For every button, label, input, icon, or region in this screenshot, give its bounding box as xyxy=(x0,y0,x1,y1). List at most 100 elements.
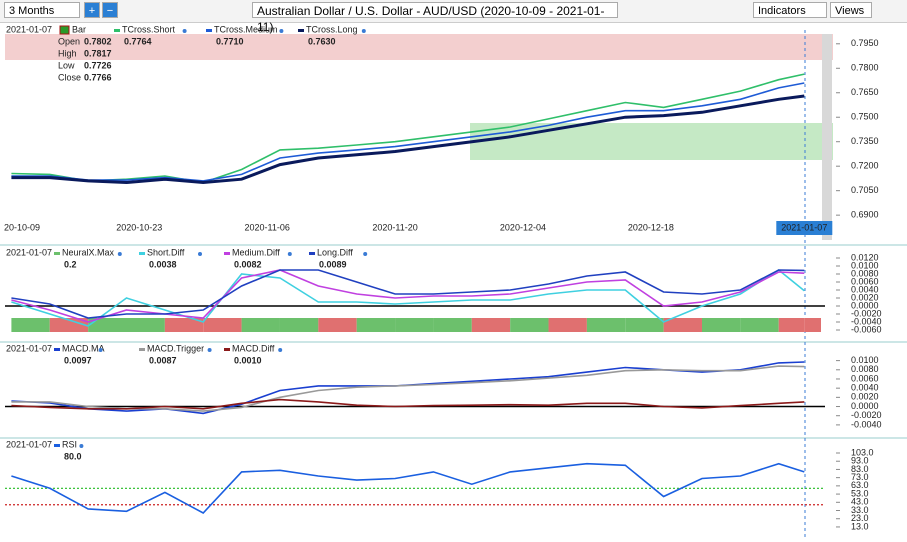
legend-swatch xyxy=(54,444,60,447)
signal-segment xyxy=(318,318,357,332)
signal-segment xyxy=(510,318,549,332)
y-tick-label: 0.0100 xyxy=(851,355,879,365)
y-tick-label: 43.0 xyxy=(851,497,869,507)
y-tick-label: 0.7650 xyxy=(851,87,879,97)
y-tick-label: -0.0020 xyxy=(851,410,882,420)
x-tick-label: 2020-10-23 xyxy=(116,222,162,232)
y-tick-label: 0.0060 xyxy=(851,373,879,383)
legend-settings xyxy=(287,252,292,256)
signal-segment xyxy=(279,318,319,332)
chart-title: Australian Dollar / U.S. Dollar - AUD/US… xyxy=(252,2,618,34)
legend-settings xyxy=(207,348,212,352)
y-tick-label: 53.0 xyxy=(851,488,869,498)
y-tick-label: 83.0 xyxy=(851,464,869,474)
y-tick-label: 0.0040 xyxy=(851,383,879,393)
signal-segment xyxy=(548,318,587,332)
toolbar: 3 Months + − Australian Dollar / U.S. Do… xyxy=(0,0,907,34)
legend-value: 0.7710 xyxy=(216,36,244,46)
legend-label: Short.Diff xyxy=(147,247,185,257)
y-tick-label: 0.7050 xyxy=(851,185,879,195)
signal-segment xyxy=(88,318,127,332)
legend-swatch xyxy=(139,252,145,255)
legend-value: 80.0 xyxy=(64,451,82,461)
y-tick-label: 0.7800 xyxy=(851,63,879,73)
legend-label: Bar xyxy=(72,24,86,34)
legend-value: 0.7764 xyxy=(124,36,152,46)
legend-settings xyxy=(182,29,187,33)
y-tick-label: 103.0 xyxy=(851,447,874,457)
ohlc-label: Open xyxy=(58,36,80,46)
ohlc-value: 0.7802 xyxy=(84,36,112,46)
series-line xyxy=(11,82,805,182)
legend-label: RSI xyxy=(62,439,77,449)
panel-date: 2021-01-07 xyxy=(6,439,52,449)
legend-label: MACD.MA xyxy=(62,343,105,353)
views-dropdown[interactable]: Views xyxy=(830,2,872,18)
legend-settings xyxy=(278,348,283,352)
support-zone xyxy=(470,123,833,160)
x-tick-label: 20-10-09 xyxy=(4,222,40,232)
signal-segment xyxy=(241,318,280,332)
signal-segment xyxy=(625,318,664,332)
legend-swatch xyxy=(54,348,60,351)
zoom-in-button[interactable]: + xyxy=(84,2,100,18)
legend-label: MACD.Trigger xyxy=(147,343,204,353)
legend-label: TCross.Long xyxy=(306,24,358,34)
y-tick-label: -0.0040 xyxy=(851,316,882,326)
legend-swatch xyxy=(139,348,145,351)
legend-value: 0.0010 xyxy=(234,355,262,365)
resistance-zone xyxy=(5,34,833,60)
signal-segment xyxy=(778,318,805,332)
ohlc-value: 0.7726 xyxy=(84,60,112,70)
legend-value: 0.0082 xyxy=(234,259,262,269)
signal-segment xyxy=(395,318,434,332)
legend-settings xyxy=(117,252,122,256)
chart-area: 0.7950 0.7800 0.7650 0.7500 0.7350 0.7200 0.70… xyxy=(0,24,907,540)
y-tick-label: 63.0 xyxy=(851,480,869,490)
series-line xyxy=(11,269,805,319)
signal-segment xyxy=(203,318,242,332)
series-line xyxy=(11,398,805,410)
y-tick-label: 0.0000 xyxy=(851,300,879,310)
x-tick-highlight xyxy=(776,221,833,235)
legend-swatch xyxy=(309,252,315,255)
y-tick-label: 0.7500 xyxy=(851,112,879,122)
legend-swatch xyxy=(224,348,230,351)
x-tick-label: 2020-11-06 xyxy=(244,222,289,232)
zoom-out-button[interactable]: − xyxy=(102,2,118,18)
legend-value: 0.2 xyxy=(64,259,77,269)
legend-swatch xyxy=(54,252,60,255)
y-tick-label: -0.0020 xyxy=(851,308,882,318)
ohlc-label: High xyxy=(58,48,77,58)
ohlc-value: 0.7766 xyxy=(84,72,112,82)
signal-segment xyxy=(804,318,821,332)
legend-value: 0.7630 xyxy=(308,36,336,46)
series-line xyxy=(11,269,805,327)
y-tick-label: 23.0 xyxy=(851,513,869,523)
series-line xyxy=(11,365,805,412)
y-tick-label: 73.0 xyxy=(851,472,869,482)
x-tick-label: 2020-11-20 xyxy=(372,222,417,232)
y-tick-label: 0.0080 xyxy=(851,364,879,374)
y-tick-label: 0.0100 xyxy=(851,260,879,270)
legend-label: TCross.Short xyxy=(122,24,176,34)
series-line xyxy=(11,269,805,323)
ohlc-label: Low xyxy=(58,60,75,70)
signal-segment xyxy=(356,318,396,332)
legend-label: MACD.Diff xyxy=(232,343,275,353)
panel-date: 2021-01-07 xyxy=(6,24,52,34)
legend-settings xyxy=(198,252,202,256)
y-tick-label: 0.7350 xyxy=(851,136,879,146)
y-tick-label: 0.0080 xyxy=(851,268,879,278)
y-tick-label: -0.0060 xyxy=(851,324,882,334)
legend-label: Medium.Diff xyxy=(232,247,280,257)
legend-settings xyxy=(361,29,366,33)
signal-segment xyxy=(433,318,472,332)
indicators-dropdown[interactable]: Indicators xyxy=(753,2,827,18)
ohlc-label: Close xyxy=(58,72,81,82)
legend-label: NeuralX.Max xyxy=(62,247,115,257)
period-dropdown[interactable]: 3 Months xyxy=(4,2,80,18)
legend-swatch xyxy=(224,252,230,255)
legend-settings xyxy=(363,252,368,256)
